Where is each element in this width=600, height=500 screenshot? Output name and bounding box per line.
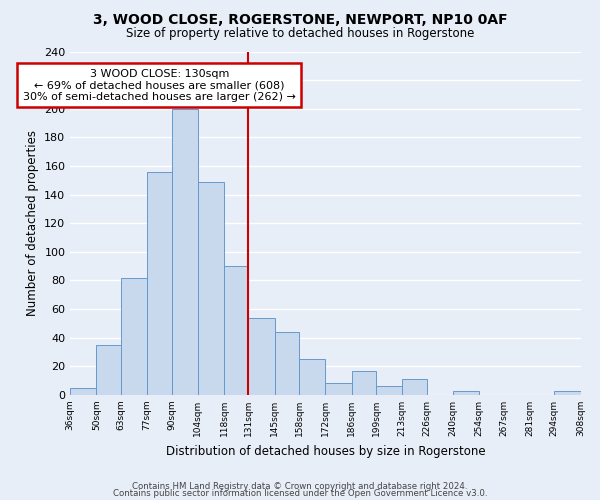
Bar [402,379,427,395]
Bar [70,388,97,395]
Text: Contains public sector information licensed under the Open Government Licence v3: Contains public sector information licen… [113,490,487,498]
Bar [352,370,376,395]
Bar [224,266,248,395]
Text: Contains HM Land Registry data © Crown copyright and database right 2024.: Contains HM Land Registry data © Crown c… [132,482,468,491]
Bar [275,332,299,395]
Bar [248,318,275,395]
Y-axis label: Number of detached properties: Number of detached properties [26,130,38,316]
X-axis label: Distribution of detached houses by size in Rogerstone: Distribution of detached houses by size … [166,444,485,458]
Bar [325,384,352,395]
Bar [121,278,147,395]
Bar [172,108,198,395]
Text: Size of property relative to detached houses in Rogerstone: Size of property relative to detached ho… [126,28,474,40]
Bar [453,390,479,395]
Text: 3 WOOD CLOSE: 130sqm
← 69% of detached houses are smaller (608)
30% of semi-deta: 3 WOOD CLOSE: 130sqm ← 69% of detached h… [23,68,296,102]
Bar [376,386,402,395]
Text: 3, WOOD CLOSE, ROGERSTONE, NEWPORT, NP10 0AF: 3, WOOD CLOSE, ROGERSTONE, NEWPORT, NP10… [92,12,508,26]
Bar [147,172,172,395]
Bar [554,390,581,395]
Bar [198,182,224,395]
Bar [299,359,325,395]
Bar [97,345,121,395]
